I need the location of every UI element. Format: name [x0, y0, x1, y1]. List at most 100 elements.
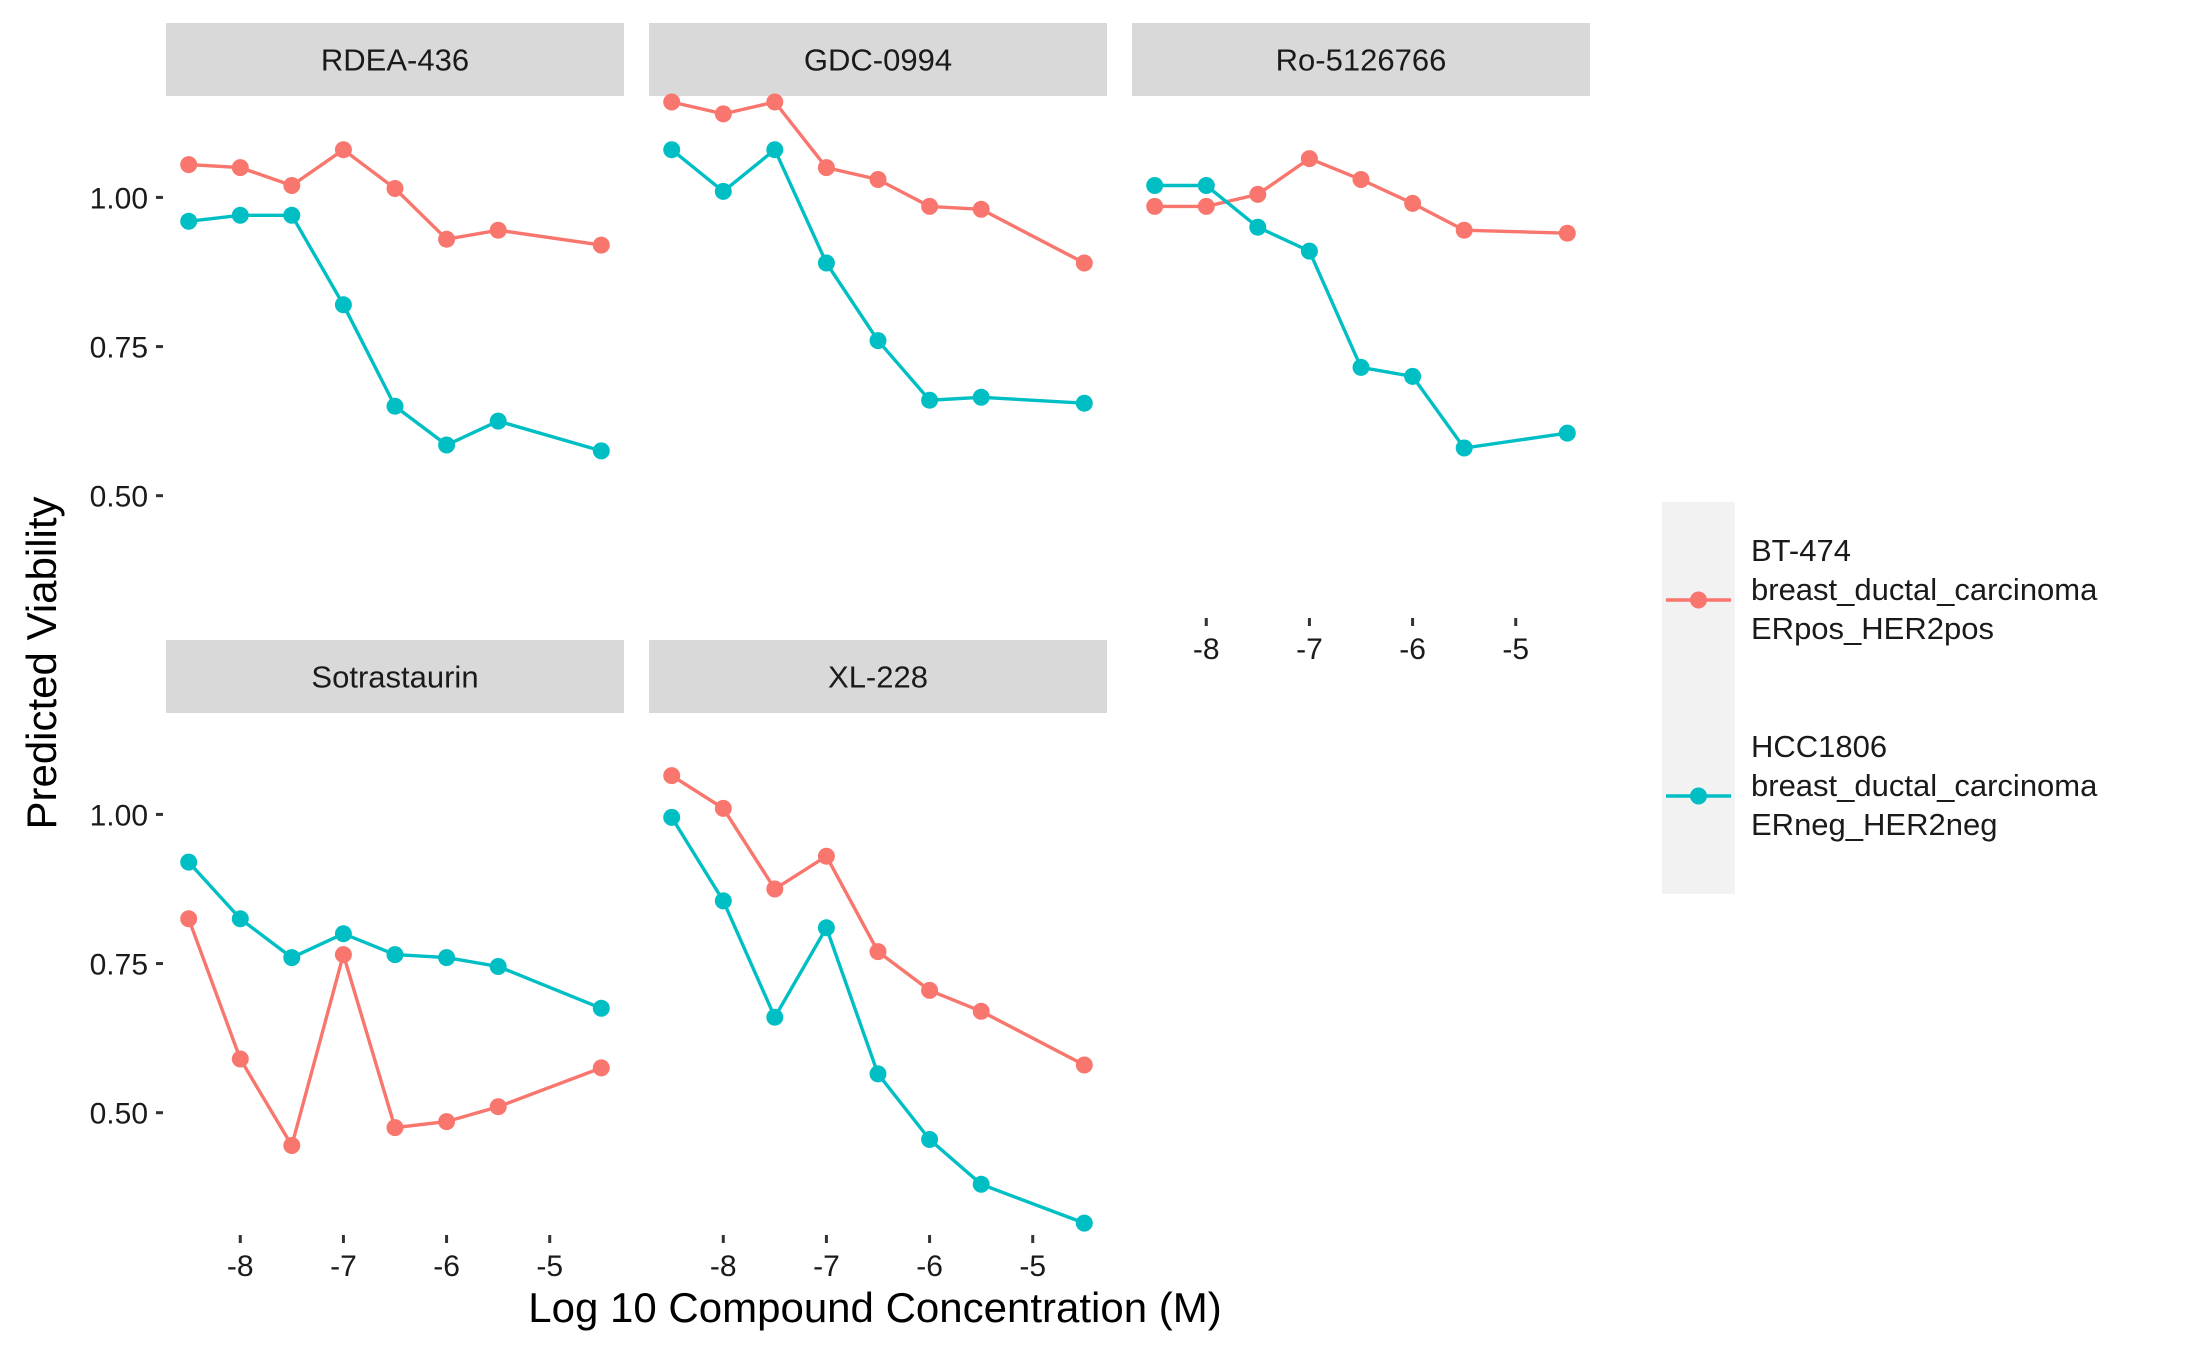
legend-label-line: BT-474	[1751, 533, 1851, 568]
series-line	[187, 860, 602, 1010]
series-line	[188, 147, 602, 247]
data-point	[334, 925, 352, 943]
data-point	[334, 946, 352, 964]
x-tick-label: -6	[1399, 633, 1426, 666]
y-axis-title: Predicted Viability	[18, 496, 65, 829]
data-point	[1146, 197, 1164, 215]
y-tick-label: 0.50	[90, 481, 148, 514]
y-tick-label: 0.75	[90, 332, 148, 365]
data-point	[438, 949, 456, 967]
series-line	[670, 774, 1086, 1067]
series-line	[670, 146, 1085, 405]
data-point	[869, 332, 887, 350]
facet-strip-label: XL-228	[828, 660, 928, 695]
data-point	[283, 177, 301, 194]
facet-strip-label: GDC-0994	[804, 43, 952, 78]
x-tick-label: -7	[813, 1250, 840, 1283]
x-tick-label: -8	[227, 1250, 254, 1283]
facet-strip-label: Sotrastaurin	[311, 660, 478, 695]
data-point	[766, 1008, 784, 1026]
data-point	[489, 221, 507, 239]
y-tick-label: 0.50	[90, 1098, 148, 1131]
data-point	[592, 236, 610, 254]
data-point	[231, 1050, 249, 1068]
data-point	[1300, 242, 1318, 260]
data-point	[1558, 424, 1576, 442]
data-point	[1075, 1056, 1093, 1074]
x-tick-label: -5	[536, 1250, 563, 1283]
data-point	[1300, 150, 1318, 168]
data-point	[592, 999, 610, 1017]
facet-panel: Ro-5126766 -8 -7 -6 -5	[1132, 23, 1590, 666]
y-tick-label: 0.75	[90, 949, 148, 982]
facet-panel: XL-228 -8 -7 -6 -5	[649, 640, 1107, 1283]
data-point	[921, 391, 939, 409]
data-point	[663, 93, 681, 111]
x-tick-label: -5	[1502, 633, 1529, 666]
series-line	[188, 213, 602, 453]
facet-strip	[1132, 23, 1590, 96]
data-point	[869, 171, 887, 188]
data-point	[283, 206, 301, 224]
data-point	[489, 958, 507, 975]
series-line	[187, 918, 602, 1150]
data-point	[714, 105, 732, 123]
data-point	[231, 910, 249, 928]
data-point	[180, 910, 198, 928]
data-point	[1404, 367, 1422, 385]
data-point	[663, 808, 681, 826]
facet-panel: GDC-0994	[649, 23, 1107, 412]
facet-strip	[649, 640, 1107, 713]
x-tick-label: -6	[916, 1250, 943, 1283]
data-point	[869, 943, 887, 961]
data-point	[972, 1175, 990, 1193]
legend: BT-474 breast_ductal_carcinoma ERpos_HER2p…	[1662, 502, 2098, 894]
data-point	[921, 197, 939, 215]
data-point	[283, 949, 301, 967]
x-tick-label: -7	[330, 1250, 357, 1283]
data-point	[869, 1065, 887, 1083]
legend-entry-label: HCC1806 breast_ductal_carcinoma ERneg_HER2…	[1751, 729, 2098, 842]
data-point	[231, 206, 249, 224]
data-point	[180, 156, 198, 174]
data-point	[1352, 358, 1370, 376]
data-point	[438, 436, 456, 454]
data-point	[180, 853, 198, 871]
data-point	[714, 892, 732, 910]
data-point	[386, 1119, 404, 1137]
data-point	[489, 412, 507, 430]
legend-label-line: breast_ductal_carcinoma	[1751, 572, 2098, 607]
data-point	[1352, 171, 1370, 188]
x-tick-label: -6	[433, 1250, 460, 1283]
series-line	[670, 816, 1085, 1225]
data-point	[766, 141, 784, 159]
data-point	[1404, 194, 1422, 212]
data-point	[386, 946, 404, 964]
data-point	[1075, 394, 1093, 412]
data-point	[817, 159, 835, 177]
series-line	[1154, 156, 1568, 235]
legend-label-line: breast_ductal_carcinoma	[1751, 768, 2098, 803]
x-tick-label: -5	[1019, 1250, 1046, 1283]
x-tick-label: -7	[1296, 633, 1323, 666]
data-point	[972, 1002, 990, 1020]
legend-label-line: HCC1806	[1751, 729, 1887, 764]
data-point	[817, 254, 835, 272]
data-point	[180, 212, 198, 230]
facet-panels: RDEA-436 0.50 0.75 1.00 GDC-0994 Ro-5126766 -8…	[90, 23, 1590, 1283]
data-point	[1197, 177, 1215, 194]
data-point	[231, 159, 249, 177]
data-point	[817, 847, 835, 865]
legend-key-background	[1662, 502, 1735, 894]
facet-strip	[166, 23, 624, 96]
data-point	[972, 388, 990, 406]
data-point	[438, 1113, 456, 1131]
data-point	[386, 397, 404, 415]
data-point	[1455, 221, 1473, 239]
facet-strip-label: RDEA-436	[321, 43, 469, 78]
x-tick-label: -8	[710, 1250, 737, 1283]
data-point	[766, 93, 784, 111]
y-tick-label: 1.00	[90, 182, 148, 215]
data-point	[1249, 185, 1267, 203]
facet-panel: RDEA-436 0.50 0.75 1.00	[90, 23, 624, 514]
